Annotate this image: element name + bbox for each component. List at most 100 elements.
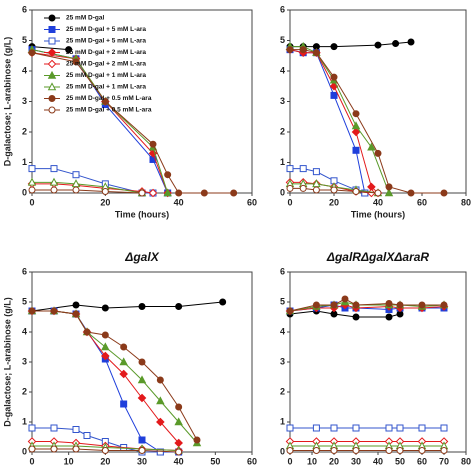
marker xyxy=(175,448,183,456)
marker xyxy=(352,447,360,454)
y-axis-label: D-galactose; L-arabinose (g/L) xyxy=(2,297,12,427)
x-tick-label: 60 xyxy=(417,456,427,466)
marker xyxy=(396,447,404,454)
y-tick-label: 4 xyxy=(22,326,27,336)
x-tick-label: 20 xyxy=(329,456,339,466)
marker xyxy=(138,303,146,310)
marker xyxy=(374,41,382,49)
marker xyxy=(330,91,338,99)
series-line xyxy=(32,448,179,453)
marker xyxy=(230,189,238,197)
marker xyxy=(164,171,172,179)
marker xyxy=(28,186,36,194)
y-tick-label: 1 xyxy=(22,416,27,426)
marker xyxy=(101,351,110,361)
marker xyxy=(119,357,128,366)
marker xyxy=(120,400,128,408)
y-tick-label: 4 xyxy=(280,326,285,336)
y-tick-label: 3 xyxy=(280,356,285,366)
marker xyxy=(367,142,376,151)
y-tick-label: 5 xyxy=(22,296,27,306)
marker xyxy=(330,301,338,309)
marker xyxy=(351,127,361,137)
marker xyxy=(50,445,58,453)
legend-marker xyxy=(48,37,56,45)
marker xyxy=(101,331,109,339)
marker xyxy=(138,447,146,454)
marker xyxy=(72,445,80,453)
marker xyxy=(49,177,59,186)
marker xyxy=(286,165,294,173)
marker xyxy=(175,189,183,197)
marker xyxy=(72,426,80,433)
marker xyxy=(286,184,294,192)
marker xyxy=(299,165,307,173)
marker xyxy=(138,358,146,366)
x-tick-label: 40 xyxy=(373,197,383,207)
x-tick-label: 70 xyxy=(439,456,449,466)
y-tick-label: 4 xyxy=(280,65,285,75)
marker xyxy=(65,46,73,54)
y-tick-label: 3 xyxy=(280,96,285,106)
marker xyxy=(120,343,128,351)
marker xyxy=(341,295,349,303)
marker xyxy=(385,183,393,191)
panel-title: ΔgalX xyxy=(124,250,159,264)
x-tick-label: 40 xyxy=(174,456,184,466)
legend-marker xyxy=(47,48,57,57)
marker xyxy=(299,46,307,54)
series-line xyxy=(289,310,401,318)
legend-label: 25 mM D-gal + 2 mM L-ara xyxy=(66,49,146,56)
x-axis-label: Time (hours) xyxy=(351,209,405,219)
marker xyxy=(286,424,294,432)
marker xyxy=(28,424,36,432)
marker xyxy=(175,303,183,310)
marker xyxy=(384,188,394,197)
marker xyxy=(101,447,109,454)
legend-label: 25 mM D-gal + 5 mM L-ara xyxy=(66,38,146,45)
y-tick-label: 5 xyxy=(280,296,285,306)
marker xyxy=(193,436,201,444)
marker xyxy=(396,301,404,309)
marker xyxy=(156,376,164,384)
marker xyxy=(330,447,338,454)
marker xyxy=(440,189,448,197)
series-line xyxy=(31,52,234,194)
marker xyxy=(50,307,58,315)
marker xyxy=(28,445,36,453)
legend-label: 25 mM D-gal + 0.5 mM L-ara xyxy=(66,95,152,102)
x-tick-label: 20 xyxy=(100,197,110,207)
marker xyxy=(418,424,426,432)
marker xyxy=(440,301,448,309)
y-tick-label: 0 xyxy=(280,187,285,197)
y-tick-label: 6 xyxy=(22,266,27,276)
y-tick-label: 6 xyxy=(22,4,27,14)
marker xyxy=(50,424,58,432)
marker xyxy=(50,165,58,173)
marker xyxy=(374,189,382,197)
marker xyxy=(352,110,360,118)
legend-label: 25 mM D-gal + 5 mM L-ara xyxy=(66,26,146,33)
marker xyxy=(156,448,164,456)
marker xyxy=(385,300,393,307)
x-tick-label: 50 xyxy=(210,456,220,466)
marker xyxy=(385,447,393,454)
x-tick-label: 30 xyxy=(351,456,361,466)
marker xyxy=(312,301,320,309)
marker xyxy=(312,424,320,432)
marker xyxy=(385,313,393,321)
series-line xyxy=(32,310,198,441)
marker xyxy=(72,301,80,309)
marker xyxy=(286,447,294,454)
y-tick-label: 6 xyxy=(280,4,285,14)
marker xyxy=(312,49,320,57)
panel-title: ΔgalRΔgalXΔaraR xyxy=(326,250,430,264)
marker xyxy=(330,424,338,432)
marker xyxy=(352,301,360,309)
y-tick-label: 0 xyxy=(280,446,285,456)
x-tick-label: 20 xyxy=(100,456,110,466)
marker xyxy=(28,49,36,57)
marker xyxy=(148,188,158,198)
marker xyxy=(286,307,294,315)
